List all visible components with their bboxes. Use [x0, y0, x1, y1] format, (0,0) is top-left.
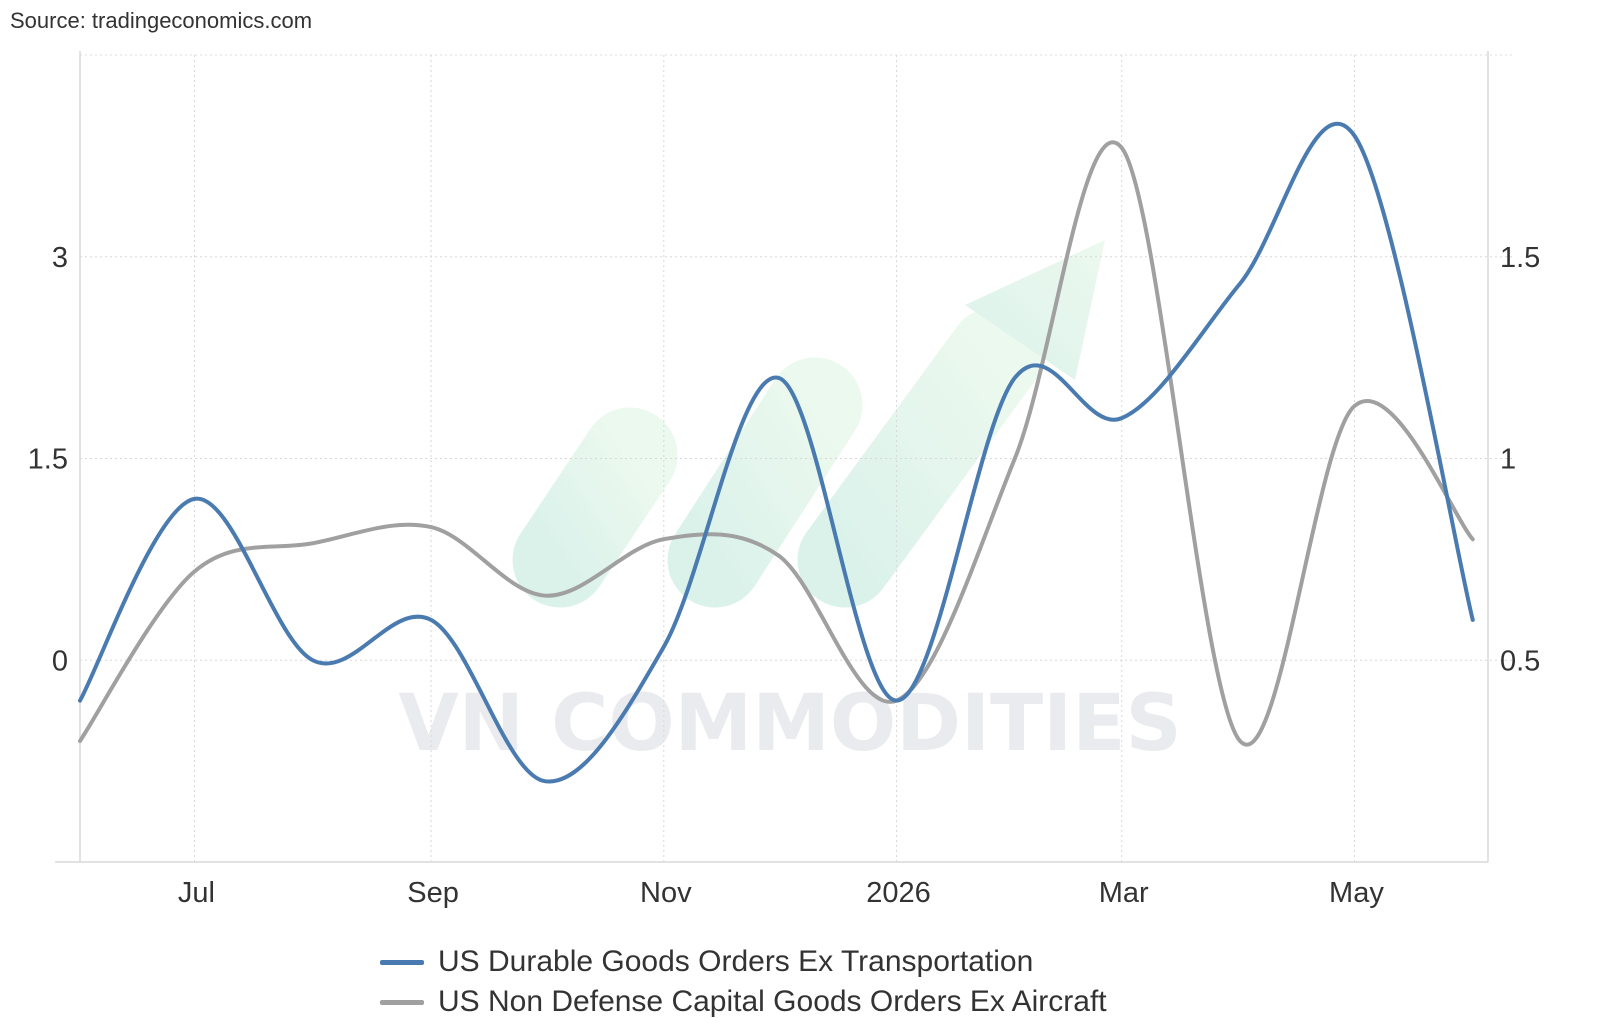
legend-swatch-durable-goods	[380, 959, 424, 965]
legend-swatch-capital-goods	[380, 999, 424, 1005]
y-left-tick-label: 3	[52, 242, 68, 274]
y-right-tick-label: 1.5	[1500, 242, 1540, 274]
tick-labels: 0 1.5 3 0.5 1 1.5 Jul Sep Nov 2026 Mar May	[28, 242, 1541, 909]
watermark-text: VN COMMODITIES	[398, 679, 1181, 769]
legend-item-durable-goods[interactable]: US Durable Goods Orders Ex Transportatio…	[380, 942, 1107, 982]
y-right-tick-label: 0.5	[1500, 645, 1540, 677]
y-left-tick-label: 0	[52, 645, 68, 677]
legend-label-durable-goods: US Durable Goods Orders Ex Transportatio…	[438, 945, 1034, 978]
legend-item-capital-goods[interactable]: US Non Defense Capital Goods Orders Ex A…	[380, 982, 1107, 1022]
legend: US Durable Goods Orders Ex Transportatio…	[380, 942, 1107, 1022]
x-tick-label: Nov	[640, 877, 692, 909]
legend-label-capital-goods: US Non Defense Capital Goods Orders Ex A…	[438, 985, 1107, 1018]
series-layer	[78, 121, 1475, 784]
grid	[80, 54, 1515, 862]
x-tick-label: Mar	[1099, 877, 1149, 909]
y-left-tick-label: 1.5	[28, 444, 68, 476]
axes	[55, 51, 1489, 863]
watermark-logo: VN COMMODITIES	[398, 240, 1182, 769]
y-right-tick-label: 1	[1500, 444, 1516, 476]
x-tick-label: Jul	[178, 877, 215, 909]
x-tick-label: Sep	[407, 877, 459, 909]
x-tick-label: May	[1329, 877, 1384, 909]
source-label: Source: tradingeconomics.com	[10, 8, 313, 33]
series-line-durable-goods	[78, 121, 1475, 784]
x-tick-label: 2026	[866, 877, 931, 909]
